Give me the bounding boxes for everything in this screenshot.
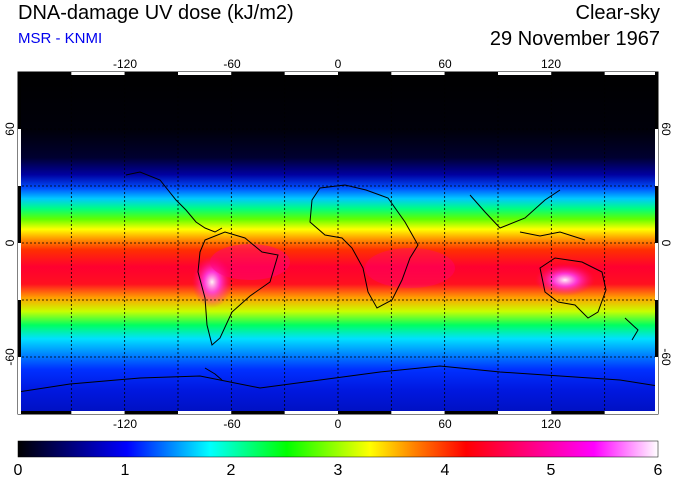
antarctica-coast — [18, 365, 658, 393]
lat-labels-left: 60 0 -60 — [3, 122, 17, 366]
lat-labels-right: 60 0 -60 — [659, 122, 673, 366]
frame-tick-top — [551, 72, 605, 75]
frame-tick-top — [124, 72, 178, 75]
frame-tick-top — [444, 72, 498, 75]
frame-tick-top — [231, 72, 285, 75]
map-source: MSR - KNMI — [18, 30, 103, 47]
frame-tick-right — [655, 357, 658, 414]
colorbar-label-3: 3 — [334, 462, 343, 479]
lon-label-top-1: -60 — [223, 57, 241, 71]
frame-tick-right — [655, 243, 658, 300]
lon-label-top-4: 120 — [541, 57, 561, 71]
lon-labels-top: -120 -60 0 60 120 — [113, 57, 561, 71]
frame-tick-bottom — [391, 411, 445, 414]
north-america-coast — [125, 171, 223, 233]
frame-tick-bottom — [124, 411, 178, 414]
lon-label-bottom-3: 60 — [438, 417, 452, 431]
colorbar-label-2: 2 — [227, 462, 236, 479]
lon-label-bottom-0: -120 — [113, 417, 137, 431]
frame-tick-left — [18, 243, 21, 300]
colorbar-label-5: 5 — [547, 462, 556, 479]
lon-label-top-0: -120 — [113, 57, 137, 71]
lon-labels-bottom: -120 -60 0 60 120 — [113, 417, 561, 431]
colorbar-label-4: 4 — [441, 462, 450, 479]
lat-label-left-1: 0 — [3, 239, 17, 246]
frame-tick-bottom — [71, 411, 125, 414]
australia-hotspot — [535, 264, 595, 296]
frame-tick-left — [18, 300, 21, 357]
frame-tick-top — [604, 72, 658, 75]
antarctic-peninsula — [204, 367, 223, 381]
colorbar — [17, 440, 659, 458]
graticule — [18, 72, 658, 414]
frame-ticks — [18, 72, 658, 414]
lon-label-bottom-1: -60 — [223, 417, 241, 431]
frame-tick-top — [71, 72, 125, 75]
map-date: 29 November 1967 — [489, 28, 660, 50]
frame-tick-right — [655, 72, 658, 129]
lon-label-top-2: 0 — [335, 57, 342, 71]
colorbar-label-1: 1 — [121, 462, 130, 479]
frame-tick-bottom — [551, 411, 605, 414]
frame-tick-left — [18, 186, 21, 243]
frame-tick-top — [391, 72, 445, 75]
frame-tick-left — [18, 129, 21, 186]
lon-label-top-3: 60 — [438, 57, 452, 71]
frame-tick-bottom — [231, 411, 285, 414]
lon-label-bottom-2: 0 — [335, 417, 342, 431]
frame-tick-right — [655, 129, 658, 186]
colorbar-labels: 0 1 2 3 4 5 6 — [14, 462, 663, 479]
colorbar-label-0: 0 — [14, 462, 23, 479]
frame-tick-bottom — [284, 411, 338, 414]
frame-tick-left — [18, 357, 21, 414]
frame-tick-left — [18, 72, 21, 129]
indonesia-coast — [519, 231, 586, 241]
frame-tick-right — [655, 186, 658, 243]
frame-tick-bottom — [498, 411, 552, 414]
frame-tick-top — [338, 72, 392, 75]
lat-label-left-2: -60 — [3, 348, 17, 366]
frame-tick-top — [498, 72, 552, 75]
colorbar-label-6: 6 — [654, 462, 663, 479]
frame-tick-top — [178, 72, 232, 75]
asia-coast — [469, 189, 561, 229]
lat-label-right-2: -60 — [659, 348, 673, 366]
andes-hotspot — [192, 256, 232, 308]
frame-tick-bottom — [18, 411, 72, 414]
sky-condition: Clear-sky — [575, 2, 660, 24]
frame-tick-right — [655, 300, 658, 357]
lon-label-bottom-4: 120 — [541, 417, 561, 431]
frame-tick-top — [18, 72, 72, 75]
frame-tick-bottom — [338, 411, 392, 414]
frame-tick-bottom — [444, 411, 498, 414]
africa-coast — [309, 184, 419, 309]
new-zealand-coast — [624, 317, 639, 341]
frame-tick-bottom — [178, 411, 232, 414]
lat-label-left-0: 60 — [3, 122, 17, 136]
lat-label-right-1: 0 — [659, 240, 673, 247]
australia-coast — [539, 257, 607, 319]
frame-tick-bottom — [604, 411, 658, 414]
map-title: DNA-damage UV dose (kJ/m2) — [18, 2, 294, 24]
lat-label-right-0: 60 — [659, 122, 673, 136]
frame-tick-top — [284, 72, 338, 75]
